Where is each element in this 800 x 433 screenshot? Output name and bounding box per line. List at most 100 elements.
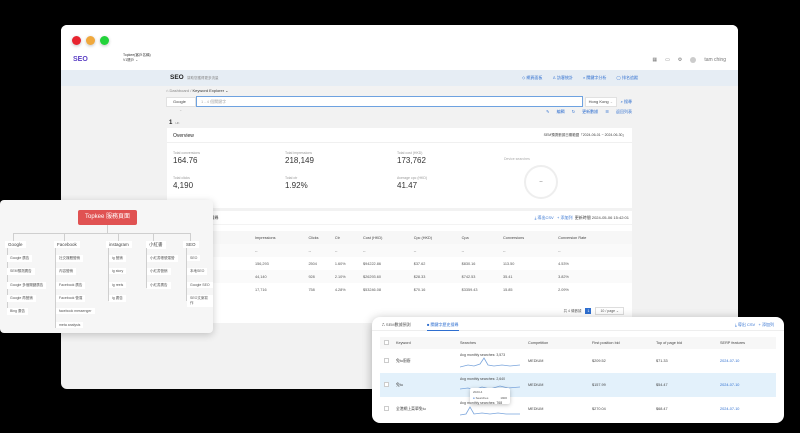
org-leaf[interactable]: meta analysis <box>56 322 84 328</box>
org-cat-seo[interactable]: SEO <box>183 241 199 248</box>
org-leaf[interactable]: SEO文案寫作 <box>187 295 213 307</box>
org-leaf[interactable]: ig story <box>109 268 127 274</box>
org-leaf[interactable]: SEM預測廣告 <box>7 268 35 275</box>
maximize-window-button[interactable] <box>100 36 109 45</box>
serp-link[interactable]: 2024-07-10 <box>720 407 740 411</box>
link-visitor-stats[interactable]: ♙ 訪客統計 <box>552 75 574 80</box>
tab-keyword-history[interactable]: ■ 關鍵字歷史搜尋 <box>427 322 459 331</box>
add-column-button[interactable]: + 添加列 <box>758 322 774 327</box>
user-avatar-icon[interactable] <box>690 57 697 63</box>
org-cat-facebook[interactable]: Facebook <box>54 241 80 248</box>
keyword-input[interactable]: 1 - 4 個關鍵字 <box>196 96 583 107</box>
user-name[interactable]: tam ching <box>704 57 726 63</box>
engine-select[interactable]: Google ⌄ <box>166 96 196 112</box>
org-leaf[interactable]: ig 廣告 <box>109 295 126 302</box>
col-competition[interactable]: Competition <box>528 337 592 349</box>
settings-icon[interactable]: ⚙ <box>677 57 683 63</box>
col-ctr[interactable]: Ctr <box>334 231 363 244</box>
back-to-list-button[interactable]: ☰ 返回列表 <box>605 109 632 114</box>
table-row[interactable]: 全港網上菜單兔tu Avg monthly searches: 768 MEDI… <box>380 397 776 421</box>
account-switcher[interactable]: Topkee(客戶名稱) V1賬戶 ⌄ <box>123 53 151 63</box>
col-cost[interactable]: Cost (HKD) <box>363 231 414 244</box>
org-leaf[interactable]: 內容營銷 <box>56 268 76 275</box>
metrics-table-card: ■ 關鍵字歷史搜尋 ⤓ 導出CSV + 添加列 更新時間 2024-05-06 … <box>167 211 632 323</box>
col-impressions[interactable]: Impressions <box>255 231 309 244</box>
org-leaf[interactable]: facebook messenger <box>56 308 95 314</box>
calendar-icon[interactable]: ▭ <box>665 57 670 63</box>
breadcrumb-home[interactable]: ⌂ Dashboard <box>166 88 190 93</box>
col-clicks[interactable]: Clicks <box>308 231 335 244</box>
add-column-button[interactable]: + 添加列 <box>557 215 573 220</box>
col-cpa[interactable]: Cpa <box>461 231 503 244</box>
org-leaf[interactable]: Google 多個關鍵廣告 <box>7 282 47 289</box>
stat-average-cpc: Average cpc (HKD) 41.47 <box>397 176 428 190</box>
org-leaf[interactable]: 本地SEO <box>187 268 208 275</box>
refresh-data-button[interactable]: ↻ 更新數據 <box>571 109 599 114</box>
org-leaf[interactable]: 小紅書廣告 <box>147 282 171 289</box>
org-leaf[interactable]: 社交媒體營銷 <box>56 255 83 262</box>
searches-sparkline: Avg monthly searches: 3,573 <box>460 353 528 369</box>
col-keyword[interactable]: Keyword <box>396 337 460 349</box>
col-top-of-page-bid[interactable]: Top of page bid <box>656 337 720 349</box>
org-cat-instagram[interactable]: instagram <box>106 241 132 248</box>
connector-line <box>146 248 147 288</box>
row-checkbox[interactable] <box>384 382 389 387</box>
org-leaf[interactable]: Google 再營銷 <box>7 295 36 302</box>
edit-button[interactable]: ✎ 編輯 <box>546 109 565 114</box>
org-leaf[interactable]: Facebook 營運 <box>56 295 86 302</box>
header-links: ◇ 網頁面板 ♙ 訪客統計 ⌕ 關鍵字分析 ◯ 排名追蹤 <box>522 75 638 81</box>
org-leaf[interactable]: Google SEO <box>187 282 213 288</box>
link-web-panel[interactable]: ◇ 網頁面板 <box>522 75 543 80</box>
org-name: Topkee(客戶名稱) <box>123 53 151 57</box>
competition-cell: MEDIUM <box>528 359 544 363</box>
table-row[interactable]: 兔tu廚廚 Avg monthly searches: 3,573 MEDIUM… <box>380 349 776 373</box>
org-leaf[interactable]: SEO <box>187 255 201 261</box>
row-checkbox[interactable] <box>384 358 389 363</box>
col-searches[interactable]: Searches <box>460 337 528 349</box>
org-leaf[interactable]: Bing 廣告 <box>7 308 28 315</box>
link-rank-tracking[interactable]: ◯ 排名追蹤 <box>616 75 638 80</box>
table-row[interactable]: -- -- -- -- -- -- -- -- <box>167 244 632 257</box>
table-row[interactable]: 兔tu Avg monthly searches: 2,640 2023-4 ●… <box>380 373 776 404</box>
connector-line <box>153 233 154 241</box>
org-leaf[interactable]: Google 廣告 <box>7 255 33 262</box>
serp-link[interactable]: 2024-07-10 <box>720 373 776 397</box>
org-cat-google[interactable]: Google <box>5 241 26 248</box>
tab-sem-forecast[interactable]: ⎍ SEM數據預測 <box>382 322 411 327</box>
export-csv-button[interactable]: ⤓ 導出 CSV <box>734 322 756 327</box>
select-all-checkbox[interactable] <box>384 340 389 345</box>
col-serp-features[interactable]: SERP features <box>720 337 776 349</box>
minimize-window-button[interactable] <box>86 36 95 45</box>
col-first-position-bid[interactable]: First position bid <box>592 337 656 349</box>
col-cpc[interactable]: Cpc (HKD) <box>413 231 462 244</box>
connector-line <box>190 233 191 241</box>
stat-total-conversions: Total conversions 164.76 <box>173 151 201 165</box>
col-conversions[interactable]: Conversions <box>502 231 559 244</box>
table-row[interactable]: 156,293 2504 1.60% $94222.86 $37.62 $830.16 11… <box>255 261 569 266</box>
export-csv-button[interactable]: ⤓ 導出CSV <box>534 215 554 220</box>
breadcrumb-current[interactable]: Keyword Explorer ⌄ <box>192 88 229 93</box>
serp-link[interactable]: 2024-07-10 <box>720 359 740 363</box>
page-size-select[interactable]: 10 / page ⌄ <box>595 307 624 315</box>
close-window-button[interactable] <box>72 36 81 45</box>
org-leaf[interactable]: ig 營銷 <box>109 255 126 262</box>
page-1-button[interactable]: 1 <box>585 308 592 314</box>
grid-icon[interactable]: ▦ <box>652 57 658 63</box>
search-button[interactable]: ⌕ 搜尋 <box>620 98 632 104</box>
org-root-node[interactable]: Topkee 服務頁面 <box>78 210 137 225</box>
col-conversion-rate[interactable]: Conversion Rate <box>558 231 632 244</box>
org-leaf[interactable]: Facebook 廣告 <box>56 282 86 289</box>
org-cat-xiaohongshu[interactable]: 小紅書 <box>146 241 166 249</box>
row-checkbox[interactable] <box>384 406 389 411</box>
link-keyword-analysis[interactable]: ⌕ 關鍵字分析 <box>583 75 607 80</box>
table-row[interactable]: 17,716 758 4.28% $53246.08 $70.16 $3359.43 15.… <box>255 287 569 292</box>
region-select[interactable]: Hong Kong ⌄ <box>584 96 617 107</box>
pagination-total: 共 4 條數據 <box>563 308 582 313</box>
updated-time: 2024-05-06 15:42:01 <box>591 215 629 220</box>
org-leaf[interactable]: 小紅書營銷 <box>147 268 171 275</box>
org-leaf[interactable]: ig reels <box>109 282 127 288</box>
org-leaf[interactable]: 小紅書帳號運營 <box>147 255 178 262</box>
action-links: ✎ 編輯 ↻ 更新數據 ☰ 返回列表 <box>166 107 632 116</box>
brand-logo[interactable]: SEO <box>73 56 88 63</box>
table-row[interactable]: 44,140 928 2.10% $26293.60 $28.33 $742.53 35.4… <box>167 270 632 283</box>
